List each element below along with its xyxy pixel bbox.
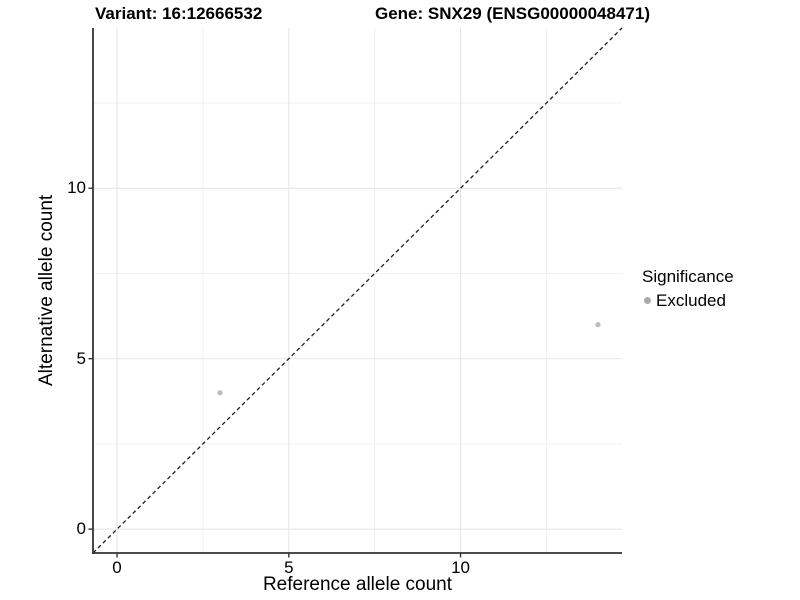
y-tick-label: 10 [67,178,86,198]
y-tick-label: 0 [76,519,86,539]
legend-entry-label: Excluded [656,291,726,310]
plot-title-variant: Variant: 16:12666532 [95,4,263,23]
data-point [595,321,601,328]
y-axis-title: Alternative allele count [36,194,57,387]
x-tick-label: 10 [451,558,470,577]
x-tick-label: 5 [284,558,294,577]
x-axis-title: Reference allele count [262,574,453,595]
legend: Significance Excluded [642,267,734,310]
legend-point-icon [644,297,651,304]
data-point [217,390,223,396]
plot-title-gene: Gene: SNX29 (ENSG00000048471) [375,4,650,23]
x-tick-label: 0 [112,558,122,577]
identity-line [92,27,623,554]
legend-entry-excluded: Excluded [644,291,734,310]
legend-title: Significance [642,267,734,286]
y-tick-label: 5 [76,348,86,368]
